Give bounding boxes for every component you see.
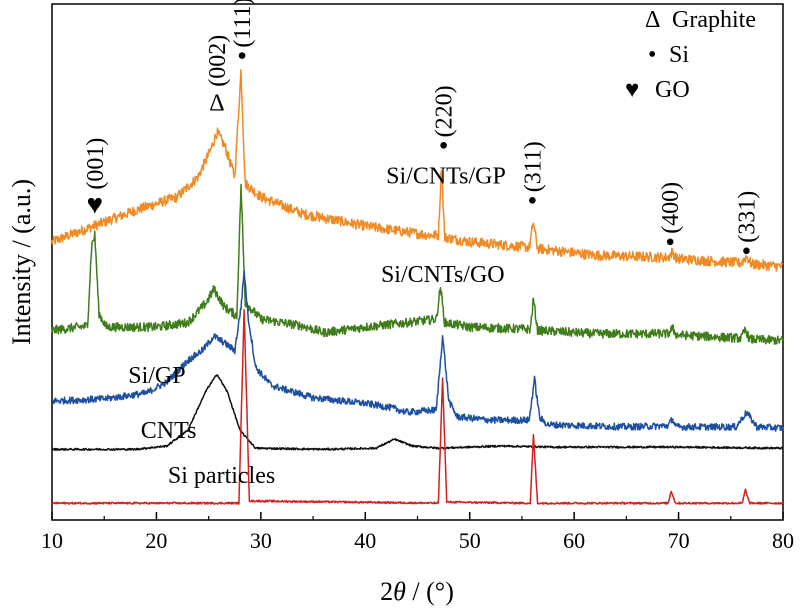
x-tick-label-70: 70: [668, 528, 690, 553]
legend-entry-si: • Si: [648, 42, 689, 68]
peak-annotation-001: ♥(001): [83, 138, 109, 221]
go-marker: ♥: [87, 190, 104, 221]
legend-label-si: Si: [669, 42, 689, 68]
series-labels: Si/CNTs/GP Si/CNTs/GO Si/GP CNTs Si particle…: [128, 163, 506, 489]
x-tick-label-40: 40: [354, 528, 376, 553]
x-ticks: 10 20 30 40 50 60 70 80: [41, 512, 794, 553]
peak-annotations: ♥(001)Δ(002)(111)(220)(311)(400) (331): [83, 0, 760, 255]
peak-label-001: (001): [83, 138, 109, 190]
x-tick-label-10: 10: [41, 528, 63, 553]
peak-label-220: (220): [432, 85, 458, 137]
si-marker: [529, 197, 536, 204]
legend-entry-go: ♥ GO: [625, 77, 690, 103]
series-line-si-particles: [51, 309, 784, 505]
x-tick-label-80: 80: [772, 528, 794, 553]
series-line-si-cnts-gp: [51, 68, 784, 272]
legend-symbol-go: ♥: [625, 77, 639, 103]
series-label-si-particles: Si particles: [168, 463, 275, 489]
x-tick-label-50: 50: [459, 528, 481, 553]
x-axis-label: 2θ / (°): [380, 577, 454, 606]
peak-label-111: (111): [230, 0, 256, 48]
legend-label-graphite: Graphite: [672, 7, 756, 33]
x-tick-label-20: 20: [145, 528, 167, 553]
series-label-si-cnts-go: Si/CNTs/GO: [381, 262, 505, 288]
series-line-si-cnts-go: [51, 183, 784, 346]
peak-annotation-111: (111): [230, 0, 256, 59]
series-line-si-gp: [51, 269, 784, 432]
peak-annotation-002: Δ (002): [205, 35, 231, 117]
si-marker: [666, 238, 674, 246]
series-label-cnts: CNTs: [141, 418, 197, 444]
legend-label-go: GO: [655, 77, 690, 103]
legend: Δ Graphite • Si ♥ GO: [625, 7, 756, 103]
peak-label-002: (002): [205, 35, 231, 87]
series-label-si-cnts-gp: Si/CNTs/GP: [386, 163, 506, 189]
si-marker: [238, 52, 246, 59]
x-tick-label-60: 60: [563, 528, 585, 553]
x-tick-label-30: 30: [250, 528, 272, 553]
peak-annotation-311: (311): [520, 141, 546, 204]
peak-annotation-220: (220): [432, 85, 458, 149]
graphite-marker: Δ: [209, 91, 224, 117]
series-layer: [51, 68, 784, 505]
peak-annotation-400: (400): [658, 182, 684, 246]
series-line-cnts: [51, 374, 784, 451]
legend-symbol-graphite: Δ: [645, 7, 660, 33]
si-marker: [743, 247, 750, 255]
series-label-si-gp: Si/GP: [128, 363, 185, 389]
peak-label-400: (400): [658, 182, 684, 234]
peak-annotation-331: (331): [734, 191, 760, 255]
legend-entry-graphite: Δ Graphite: [645, 7, 756, 33]
peak-label-331: (331): [734, 191, 760, 243]
y-axis-label: Intensity / (a.u.): [7, 179, 36, 345]
si-marker: [440, 142, 447, 149]
peak-label-311: (311): [520, 141, 546, 192]
legend-symbol-si: •: [648, 42, 656, 68]
